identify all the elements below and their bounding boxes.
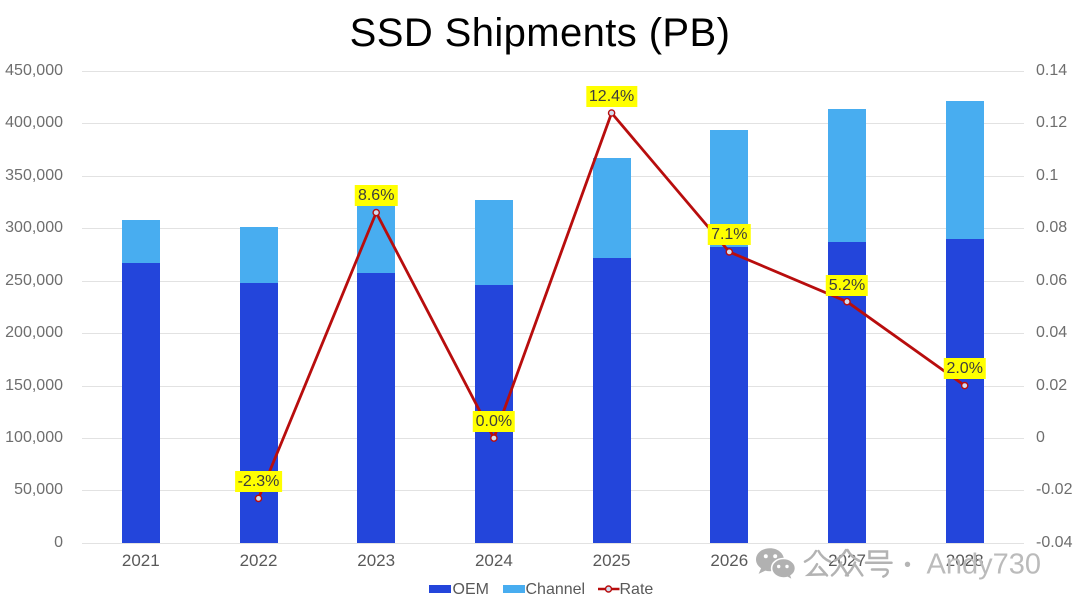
svg-text:Andy730: Andy730 (927, 549, 1042, 581)
